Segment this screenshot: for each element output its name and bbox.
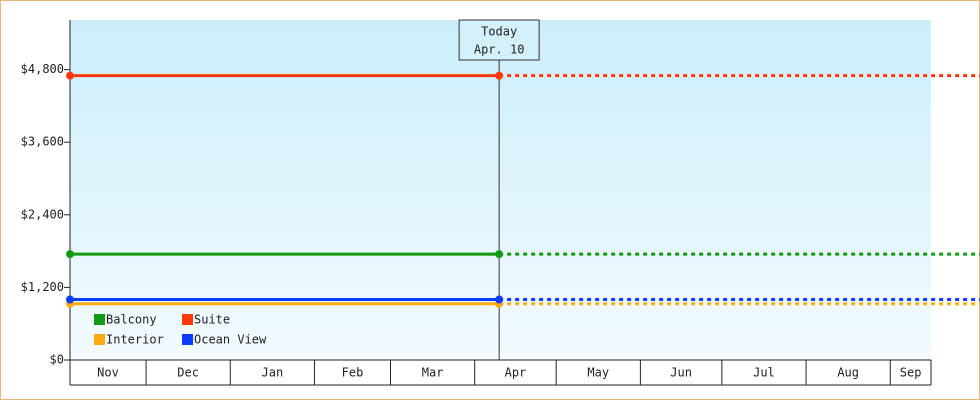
- y-tick-label: $2,400: [21, 207, 64, 221]
- plot-area: [70, 20, 931, 360]
- y-tick-label: $1,200: [21, 280, 64, 294]
- x-tick-label: Jul: [753, 366, 775, 380]
- today-box: [458, 19, 540, 61]
- x-tick-label: Feb: [342, 366, 364, 380]
- point: [495, 295, 504, 304]
- legend-swatch: [94, 334, 105, 345]
- point: [66, 250, 74, 259]
- x-tick-label: Aug: [837, 366, 859, 380]
- legend-swatch: [182, 314, 193, 325]
- point: [495, 250, 504, 259]
- today-label: Today: [481, 25, 517, 39]
- legend-label: Interior: [106, 333, 164, 347]
- legend-label: Balcony: [106, 313, 157, 327]
- x-tick-label: Mar: [422, 366, 444, 380]
- point: [66, 71, 74, 80]
- legend-swatch: [94, 314, 105, 325]
- today-label: Apr. 10: [474, 43, 525, 57]
- x-tick-label: Nov: [97, 366, 119, 380]
- legend-label: Ocean View: [194, 333, 267, 347]
- x-tick-label: May: [587, 366, 609, 380]
- y-tick-label: $4,800: [21, 62, 64, 76]
- x-tick-label: Apr: [505, 366, 527, 380]
- legend-label: Suite: [194, 313, 230, 327]
- x-tick-label: Sep: [900, 366, 922, 380]
- point: [495, 71, 504, 80]
- x-tick-label: Dec: [177, 366, 199, 380]
- y-tick-label: $3,600: [21, 135, 64, 149]
- y-tick-label: $0: [50, 353, 64, 367]
- point: [66, 295, 74, 304]
- legend-swatch: [182, 334, 193, 345]
- x-tick-label: Jan: [262, 366, 284, 380]
- x-tick-label: Jun: [670, 366, 692, 380]
